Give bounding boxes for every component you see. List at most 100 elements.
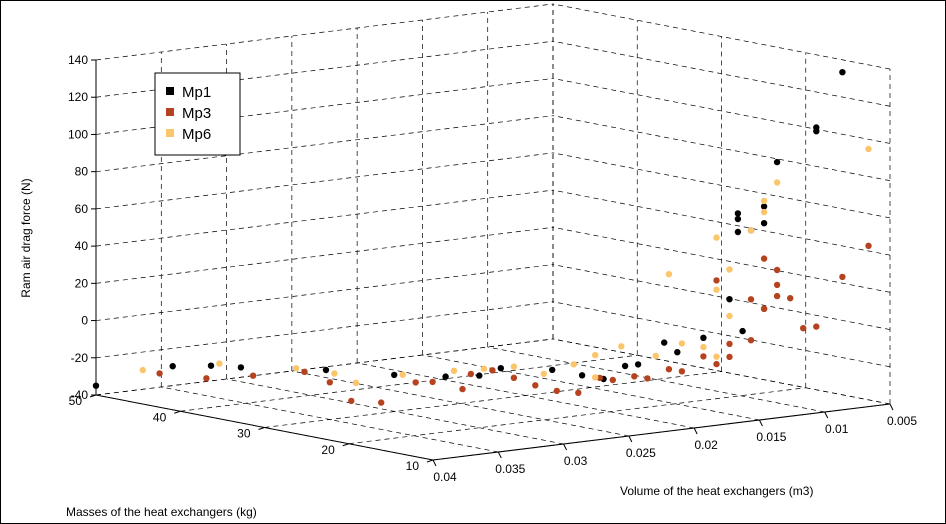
point-mp3 <box>631 373 638 380</box>
point-mp6 <box>726 312 733 320</box>
back-wall-grid-line <box>552 152 891 219</box>
point-mp6 <box>510 363 518 370</box>
point-mp6 <box>331 370 338 377</box>
point-mp6 <box>726 266 733 273</box>
x-tick-mark <box>693 427 698 435</box>
x-tick-mark <box>824 411 829 419</box>
point-mp3 <box>747 337 755 344</box>
x-tick-mark <box>889 403 894 411</box>
x-tick-mark <box>563 443 568 451</box>
x-tick-mark <box>758 419 763 427</box>
y-tick-label: 20 <box>321 443 335 457</box>
y-tick-mark <box>426 459 434 463</box>
point-mp3 <box>326 379 333 386</box>
point-mp3 <box>489 367 496 374</box>
z-axis-label: Ram air drag force (N) <box>19 178 33 297</box>
point-mp3 <box>813 323 820 330</box>
point-mp3 <box>773 266 781 274</box>
back-wall-grid-line <box>552 226 891 293</box>
legend-label-mp1: Mp1 <box>182 84 211 101</box>
point-mp6 <box>665 271 673 278</box>
data-points <box>92 69 872 406</box>
back-wall-grid-line <box>552 338 891 405</box>
y-tick-mark <box>342 443 349 447</box>
point-mp6 <box>700 343 707 351</box>
point-mp3 <box>865 242 872 249</box>
legend-swatch-mp1 <box>166 87 174 95</box>
point-mp1 <box>734 210 742 217</box>
point-mp3 <box>773 281 781 289</box>
point-mp3 <box>773 292 781 300</box>
floor-grid-line <box>291 370 629 437</box>
y-tick-label: 10 <box>406 459 420 473</box>
floor-grid-line <box>180 354 638 412</box>
point-mp6 <box>713 234 720 241</box>
point-mp3 <box>760 305 768 312</box>
y-tick-label: 50 <box>69 394 83 408</box>
x-tick-label: 0.015 <box>756 430 786 444</box>
back-wall-grid-line <box>552 40 891 107</box>
point-mp6 <box>760 208 768 216</box>
point-mp3 <box>713 277 720 284</box>
point-mp3 <box>467 370 475 378</box>
side-wall-grid-line <box>95 226 554 284</box>
point-mp6 <box>352 379 360 386</box>
point-mp1 <box>549 366 556 374</box>
point-mp6 <box>747 227 755 234</box>
point-mp1 <box>839 69 846 76</box>
floor-grid-line <box>264 371 722 428</box>
point-mp1 <box>760 220 768 227</box>
x-axis-line <box>432 403 891 461</box>
point-mp3 <box>249 372 257 379</box>
back-wall-grid-line <box>552 264 891 330</box>
x-tick-mark <box>432 459 437 467</box>
point-mp6 <box>773 179 781 186</box>
point-mp1 <box>734 215 742 223</box>
point-mp3 <box>678 368 686 375</box>
point-mp6 <box>399 371 406 378</box>
z-tick-label: 40 <box>75 239 89 253</box>
back-wall-grid-line <box>552 3 891 70</box>
floor-grid-line <box>348 387 806 445</box>
point-mp1 <box>92 382 100 389</box>
point-mp3 <box>839 273 846 281</box>
point-mp6 <box>570 361 577 368</box>
point-mp1 <box>442 373 449 380</box>
side-wall-grid-line <box>95 115 554 173</box>
z-tick-label: 20 <box>75 276 89 290</box>
x-tick-label: 0.04 <box>433 470 457 484</box>
z-tick-label: 140 <box>68 53 88 67</box>
back-wall-grid-line <box>552 301 891 368</box>
point-mp3 <box>553 387 560 395</box>
side-wall-grid-line <box>95 264 554 321</box>
floor-grid-line <box>226 378 564 445</box>
point-mp6 <box>592 351 599 359</box>
tick-labels: 0.005 0.01 0.015 0.02 0.025 0.03 0.035 0.04 10 20… <box>68 53 917 484</box>
y-tick-label: 40 <box>153 410 167 424</box>
point-mp1 <box>634 361 642 368</box>
side-wall-grid-line <box>95 152 554 210</box>
x-tick-label: 0.03 <box>564 454 588 468</box>
point-mp6 <box>480 365 488 372</box>
point-mp6 <box>139 366 146 374</box>
point-mp3 <box>459 385 466 393</box>
point-mp3 <box>787 295 794 302</box>
point-mp3 <box>609 376 616 384</box>
point-mp3 <box>378 399 385 406</box>
legend-label-mp6: Mp6 <box>182 126 211 143</box>
point-mp3 <box>348 397 355 405</box>
point-mp3 <box>760 255 768 262</box>
legend-label-mp3: Mp3 <box>182 105 211 122</box>
point-mp1 <box>726 296 733 303</box>
point-mp6 <box>216 360 223 367</box>
point-mp3 <box>726 340 733 348</box>
point-mp1 <box>674 349 681 356</box>
point-mp1 <box>578 372 586 379</box>
axes-box <box>89 59 894 467</box>
point-mp3 <box>726 353 733 361</box>
point-mp3 <box>665 366 673 373</box>
z-tick-label: 0 <box>81 314 88 328</box>
point-mp6 <box>292 365 300 372</box>
point-mp6 <box>652 352 659 360</box>
x-tick-mark <box>497 451 502 459</box>
